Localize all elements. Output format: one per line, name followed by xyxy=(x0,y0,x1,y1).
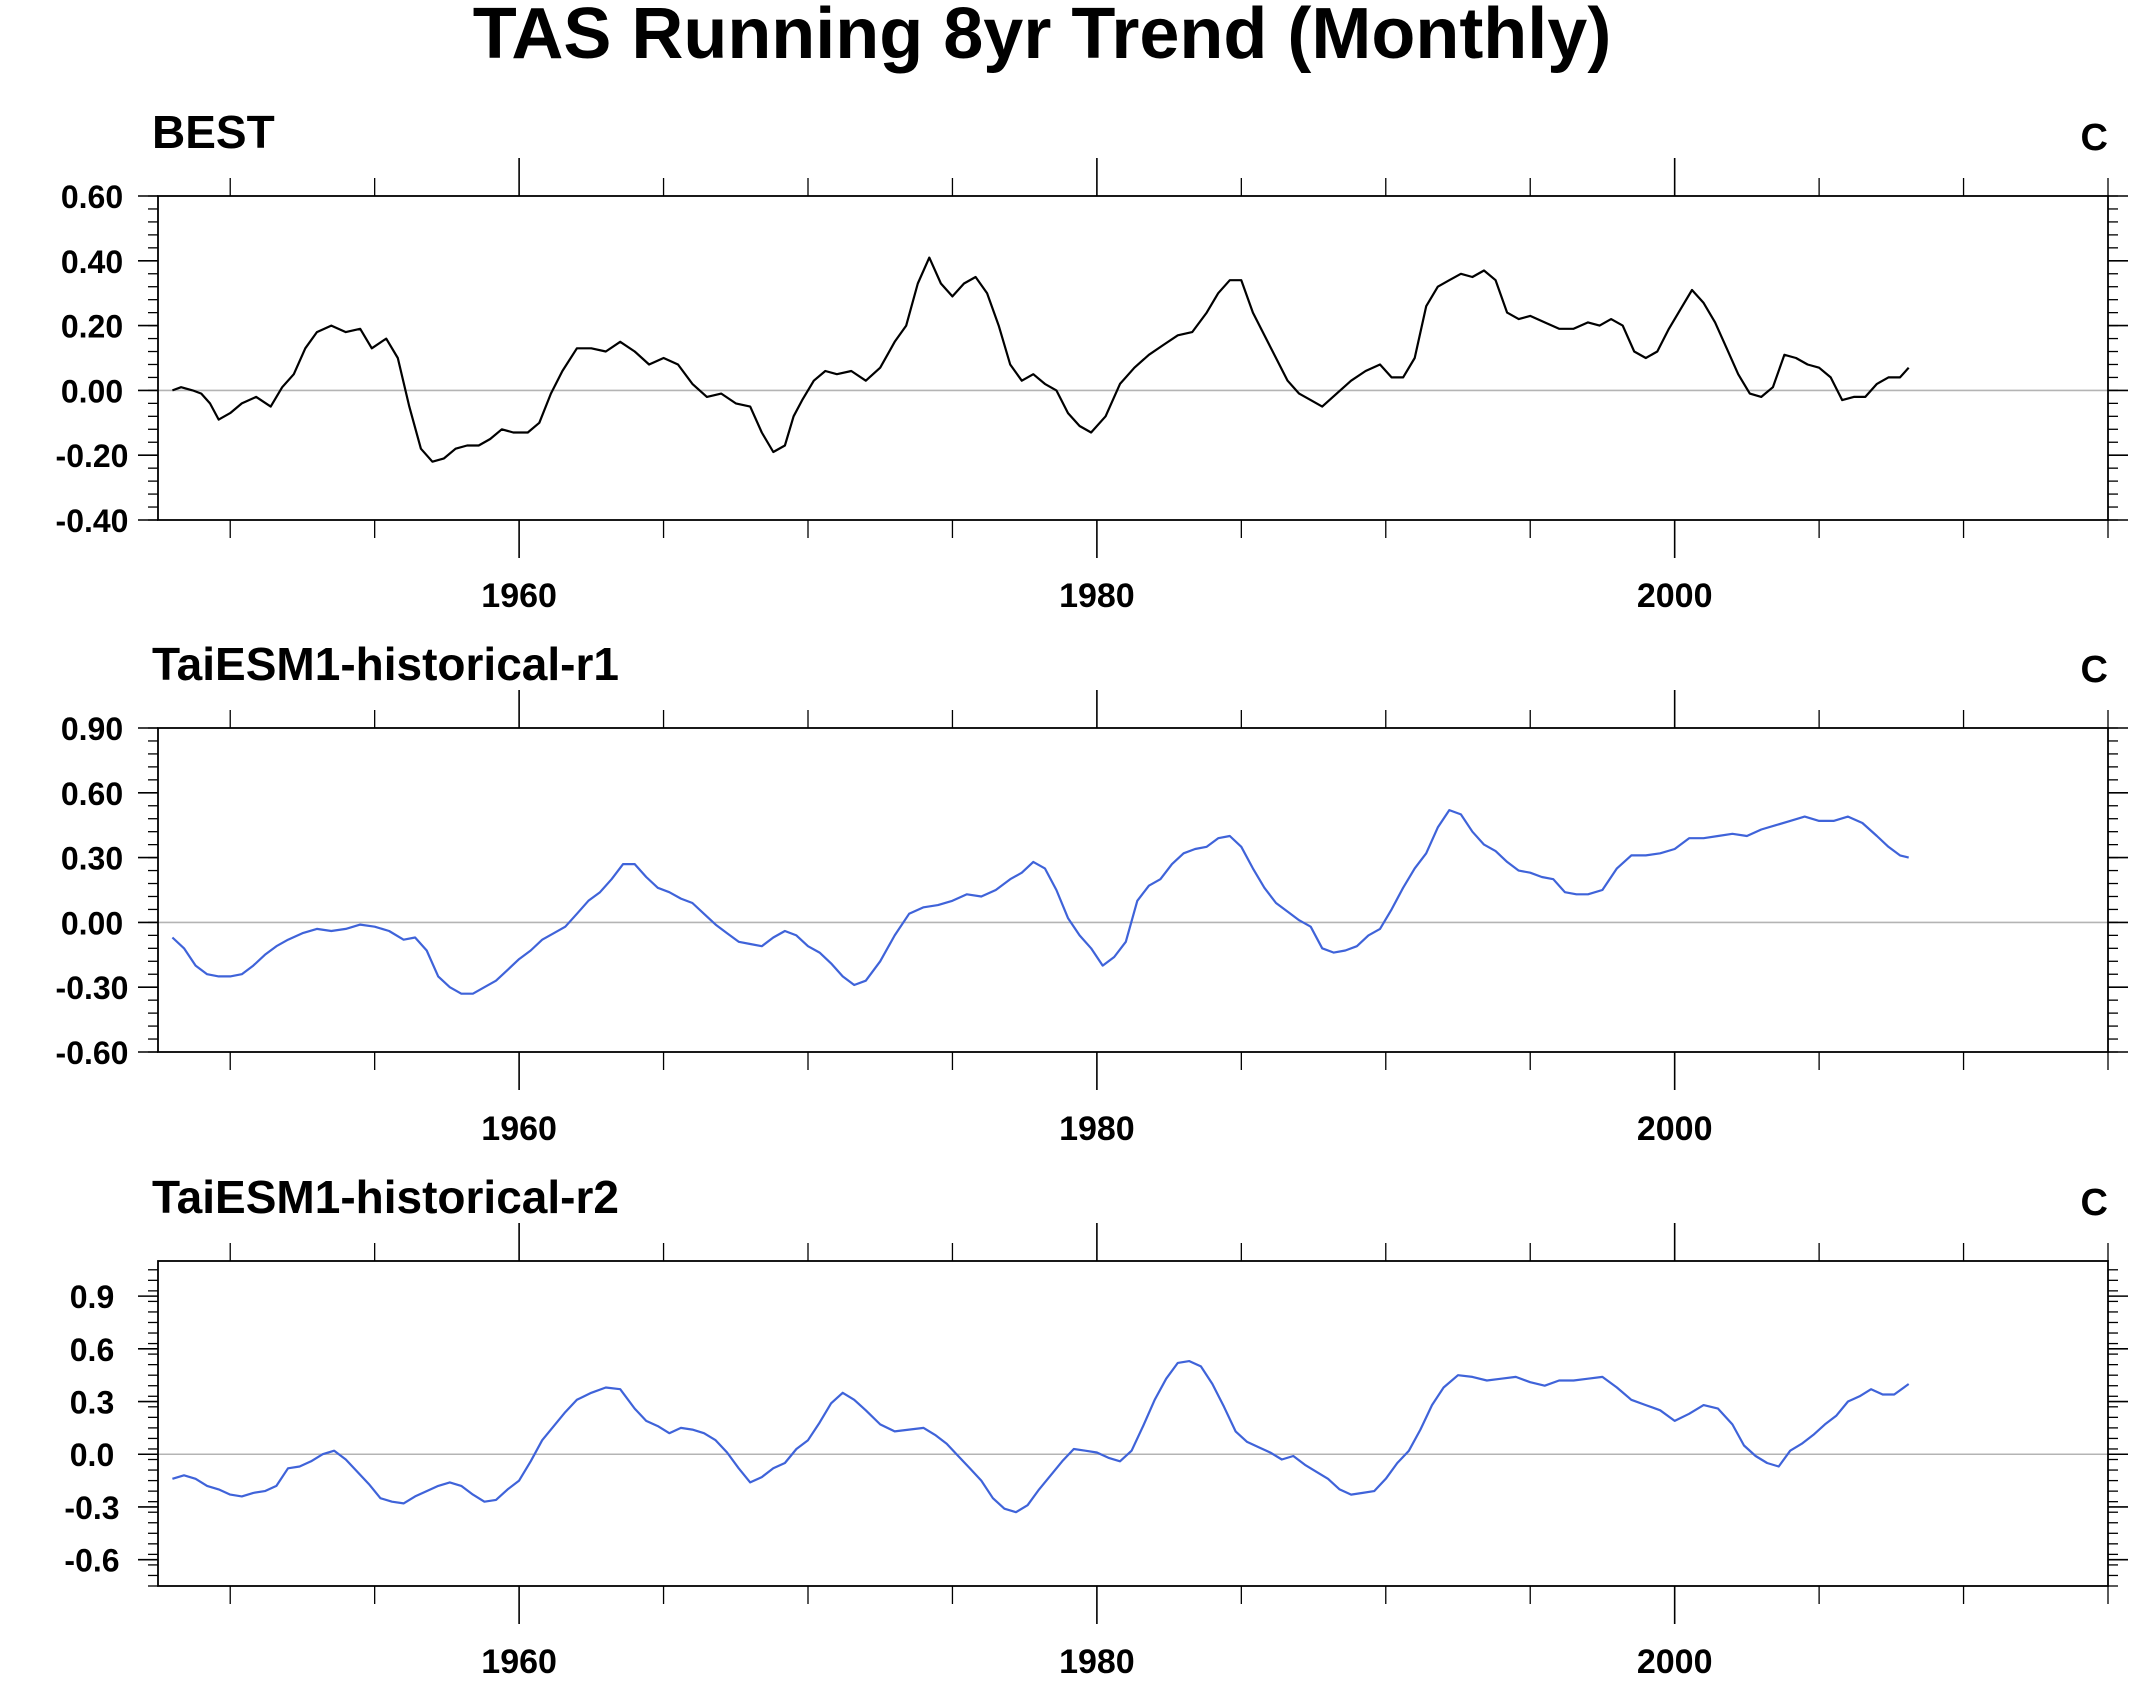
plot-area: -0.40 -0.20 0.00 0.20 0.40 0.60 1960 1980 2000 xyxy=(56,158,2128,615)
y-tick-label: 0.20 xyxy=(61,309,123,345)
series-line xyxy=(172,1359,1910,1514)
plot-area: -0.6 -0.3 0.0 0.3 0.6 0.9 1960 1980 2000 xyxy=(64,1223,2128,1681)
y-tick-label: 0.40 xyxy=(61,244,123,280)
x-tick-label: 1980 xyxy=(1059,1643,1135,1681)
panel-title: BEST xyxy=(152,106,275,158)
y-tick-label: -0.6 xyxy=(64,1543,119,1579)
x-tick-label: 1980 xyxy=(1059,1110,1135,1148)
units-label: C xyxy=(2081,1182,2108,1224)
y-tick-label: 0.0 xyxy=(70,1437,114,1473)
units-label: C xyxy=(2081,649,2108,691)
x-tick-label: 2000 xyxy=(1637,1110,1713,1148)
y-tick-label: 0.00 xyxy=(61,905,123,941)
units-label: C xyxy=(2081,117,2108,159)
y-tick-label: 0.00 xyxy=(61,373,123,409)
x-tick-label: 2000 xyxy=(1637,577,1713,615)
x-tick-label: 1960 xyxy=(481,1110,557,1148)
plot-frame xyxy=(157,1260,2109,1587)
plot-frame xyxy=(157,727,2109,1053)
plot-area: -0.60 -0.30 0.00 0.30 0.60 0.90 1960 1980 2000 xyxy=(56,690,2128,1148)
panel-taiesm1-r2: TaiESM1-historical-r2 C -0.6 -0.3 0.0 0.3 0.… xyxy=(64,1171,2128,1681)
x-tick-label: 1960 xyxy=(481,577,557,615)
series-line xyxy=(171,808,1909,995)
y-tick-label: 0.60 xyxy=(61,179,123,215)
panel-best: BEST C -0.40 -0.20 0.00 0.20 0.40 0.60 1960 198… xyxy=(56,106,2128,615)
y-tick-label: -0.30 xyxy=(56,970,129,1006)
y-tick-label: -0.40 xyxy=(56,503,129,539)
y-tick-label: -0.20 xyxy=(56,438,129,474)
series-line xyxy=(172,256,1910,463)
y-tick-label: 0.60 xyxy=(61,776,123,812)
y-tick-label: 0.3 xyxy=(70,1385,114,1421)
panel-title: TaiESM1-historical-r2 xyxy=(152,1171,619,1223)
y-tick-label: -0.3 xyxy=(64,1490,119,1526)
plot-frame xyxy=(157,195,2109,521)
x-tick-label: 1980 xyxy=(1059,577,1135,615)
x-tick-label: 1960 xyxy=(481,1643,557,1681)
figure-title: TAS Running 8yr Trend (Monthly) xyxy=(473,0,1612,74)
y-tick-label: 0.30 xyxy=(61,841,123,877)
y-tick-label: 0.90 xyxy=(61,711,123,747)
y-tick-label: 0.6 xyxy=(70,1332,114,1368)
y-tick-label: 0.9 xyxy=(70,1279,114,1315)
panel-title: TaiESM1-historical-r1 xyxy=(152,638,619,690)
y-tick-label: -0.60 xyxy=(56,1035,129,1071)
x-tick-label: 2000 xyxy=(1637,1643,1713,1681)
panel-taiesm1-r1: TaiESM1-historical-r1 C -0.60 -0.30 0.00 0.… xyxy=(56,638,2128,1148)
